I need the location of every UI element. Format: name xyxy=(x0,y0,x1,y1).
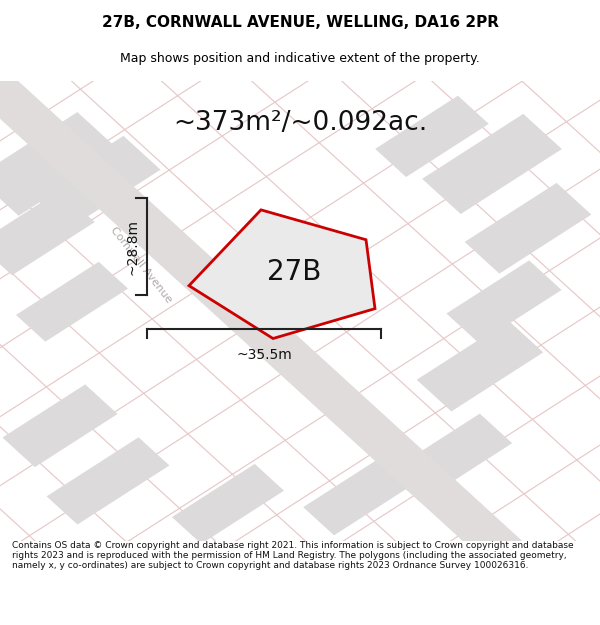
Polygon shape xyxy=(189,210,375,339)
Text: ~373m²/~0.092ac.: ~373m²/~0.092ac. xyxy=(173,109,427,136)
Polygon shape xyxy=(422,114,562,214)
Polygon shape xyxy=(446,261,562,343)
Text: Cornwall Avenue: Cornwall Avenue xyxy=(109,225,173,305)
Polygon shape xyxy=(16,262,128,342)
Text: 27B: 27B xyxy=(267,258,321,286)
Polygon shape xyxy=(416,321,544,411)
Polygon shape xyxy=(0,112,120,216)
Polygon shape xyxy=(0,191,95,275)
Polygon shape xyxy=(388,414,512,502)
Polygon shape xyxy=(464,183,592,274)
Text: Contains OS data © Crown copyright and database right 2021. This information is : Contains OS data © Crown copyright and d… xyxy=(12,541,574,571)
Text: 27B, CORNWALL AVENUE, WELLING, DA16 2PR: 27B, CORNWALL AVENUE, WELLING, DA16 2PR xyxy=(101,15,499,30)
Text: Map shows position and indicative extent of the property.: Map shows position and indicative extent… xyxy=(120,52,480,65)
Polygon shape xyxy=(2,384,118,467)
Text: ~35.5m: ~35.5m xyxy=(236,348,292,362)
Polygon shape xyxy=(0,0,525,566)
Polygon shape xyxy=(375,96,489,177)
Polygon shape xyxy=(172,464,284,544)
Polygon shape xyxy=(47,438,169,524)
Polygon shape xyxy=(32,136,160,229)
Polygon shape xyxy=(303,454,417,536)
Text: ~28.8m: ~28.8m xyxy=(125,219,139,274)
